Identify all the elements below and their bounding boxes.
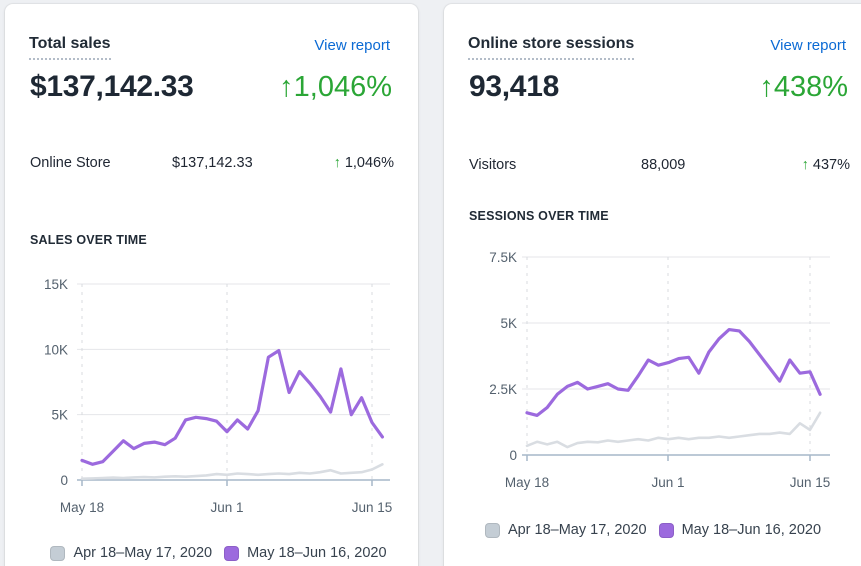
card-title-total-sales[interactable]: Total sales xyxy=(29,34,111,60)
svg-text:Jun 15: Jun 15 xyxy=(352,500,393,515)
chart-legend: Apr 18–May 17, 2020 May 18–Jun 16, 2020 xyxy=(438,522,861,538)
legend-swatch-current-period xyxy=(658,522,674,538)
channel-value: $137,142.33 xyxy=(172,155,253,171)
card-header: Online store sessions View report xyxy=(468,34,846,60)
up-arrow-icon: ↑ xyxy=(801,157,809,173)
svg-text:15K: 15K xyxy=(44,277,68,292)
legend-item-current-period: May 18–Jun 16, 2020 xyxy=(658,522,822,538)
channel-delta: ↑ 1,046% xyxy=(334,153,394,174)
up-arrow-icon: ↑ xyxy=(333,155,341,171)
channel-label: Online Store xyxy=(30,155,111,171)
sessions-delta: ↑438% xyxy=(759,71,848,104)
svg-text:Jun 1: Jun 1 xyxy=(651,475,684,490)
legend-item-previous-period: Apr 18–May 17, 2020 xyxy=(484,522,647,538)
svg-text:0: 0 xyxy=(60,473,68,488)
sessions-value: 93,418 xyxy=(469,70,559,103)
svg-text:Jun 1: Jun 1 xyxy=(210,500,243,515)
primary-metric-row: $137,142.33 ↑1,046% xyxy=(30,70,392,104)
svg-text:10K: 10K xyxy=(44,342,68,357)
svg-text:May 18: May 18 xyxy=(60,500,104,515)
svg-text:May 18: May 18 xyxy=(505,475,549,490)
delta-percent: 1,046% xyxy=(344,155,394,171)
delta-percent: 1,046% xyxy=(293,71,392,103)
chart-legend: Apr 18–May 17, 2020 May 18–Jun 16, 2020 xyxy=(12,545,425,561)
card-header: Total sales View report xyxy=(29,34,390,60)
card-title-online-store-sessions[interactable]: Online store sessions xyxy=(468,34,635,60)
sessions-over-time-chart: 0 2.5K 5K 7.5K May 18 Jun 1 Jun 15 xyxy=(489,250,831,490)
delta-percent: 437% xyxy=(812,157,850,173)
legend-label-previous-period: Apr 18–May 17, 2020 xyxy=(73,545,213,561)
chart-section-title: SALES OVER TIME xyxy=(30,233,147,247)
visitors-label: Visitors xyxy=(469,157,517,173)
sales-over-time-chart: 0 5K 10K 15K May 18 Jun 1 Jun 15 xyxy=(44,277,393,515)
svg-text:Jun 15: Jun 15 xyxy=(790,475,831,490)
svg-text:5K: 5K xyxy=(51,408,68,423)
up-arrow-icon: ↑ xyxy=(759,71,774,103)
legend-swatch-previous-period xyxy=(484,522,500,538)
up-arrow-icon: ↑ xyxy=(279,71,294,103)
legend-swatch-current-period xyxy=(224,545,240,561)
online-store-sessions-card: Online store sessions View report 93,418… xyxy=(444,4,861,566)
visitors-delta: ↑ 437% xyxy=(802,155,850,176)
primary-metric-row: 93,418 ↑438% xyxy=(469,70,848,104)
total-sales-value: $137,142.33 xyxy=(30,70,194,103)
svg-text:2.5K: 2.5K xyxy=(489,382,517,397)
total-sales-delta: ↑1,046% xyxy=(279,71,392,104)
chart-section-title: SESSIONS OVER TIME xyxy=(469,209,609,223)
delta-percent: 438% xyxy=(773,71,848,103)
legend-item-previous-period: Apr 18–May 17, 2020 xyxy=(50,545,212,561)
visitors-value: 88,009 xyxy=(641,157,686,173)
view-report-link[interactable]: View report xyxy=(770,37,846,54)
view-report-link[interactable]: View report xyxy=(314,37,390,54)
legend-label-previous-period: Apr 18–May 17, 2020 xyxy=(507,522,647,538)
svg-text:7.5K: 7.5K xyxy=(489,250,517,265)
legend-item-current-period: May 18–Jun 16, 2020 xyxy=(224,545,387,561)
legend-swatch-previous-period xyxy=(50,545,66,561)
total-sales-card: Total sales View report $137,142.33 ↑1,0… xyxy=(5,4,418,566)
svg-text:5K: 5K xyxy=(500,316,517,331)
legend-label-current-period: May 18–Jun 16, 2020 xyxy=(681,522,822,538)
svg-text:0: 0 xyxy=(509,448,517,463)
legend-label-current-period: May 18–Jun 16, 2020 xyxy=(247,545,387,561)
